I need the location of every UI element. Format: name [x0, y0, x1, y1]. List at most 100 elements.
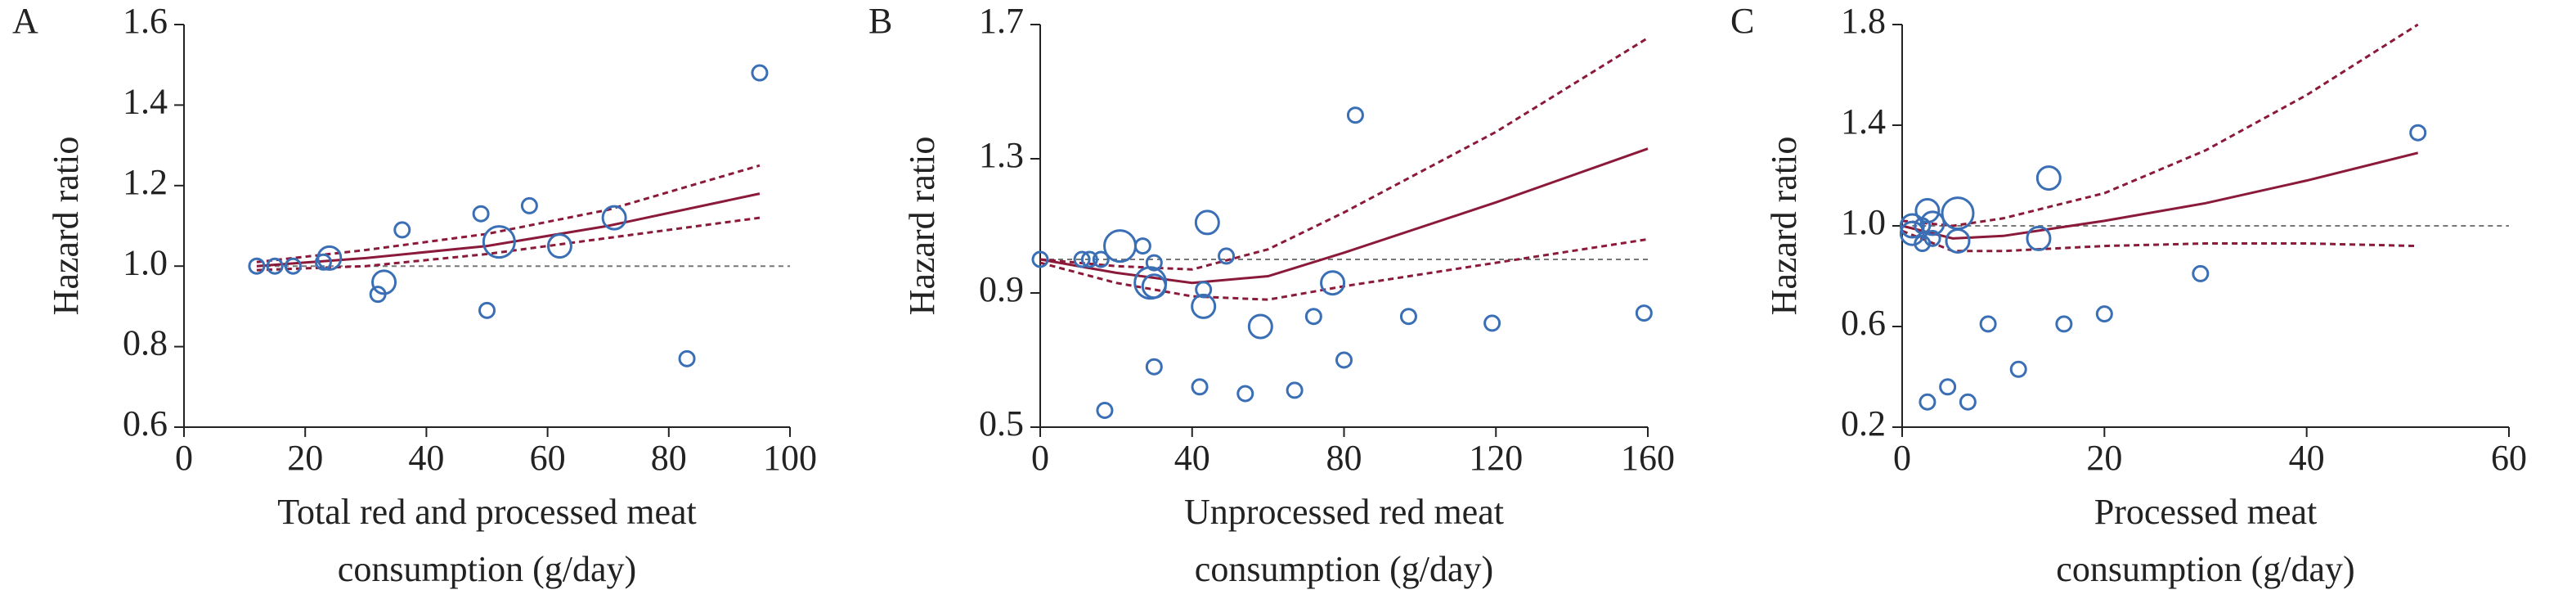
y-tick-label: 1.3 — [979, 135, 1024, 175]
x-axis-label: consumption (g/day) — [338, 549, 636, 589]
study-point — [472, 205, 490, 223]
x-tick-label: 40 — [408, 438, 444, 478]
study-point — [1939, 378, 1957, 396]
study-point — [1031, 250, 1049, 268]
y-tick-label: 1.0 — [123, 242, 168, 282]
study-point — [316, 245, 343, 271]
study-point — [2055, 315, 2073, 333]
study-point — [678, 349, 696, 367]
study-point — [1195, 281, 1213, 299]
study-point — [1145, 358, 1163, 376]
y-tick-label: 1.4 — [123, 81, 168, 121]
x-tick-label: 100 — [763, 438, 817, 478]
x-axis-label: Unprocessed red meat — [1184, 492, 1504, 532]
study-point — [1945, 227, 1971, 254]
x-tick-label: 40 — [1174, 438, 1210, 478]
study-point — [2035, 165, 2062, 191]
study-point — [371, 269, 397, 295]
spline-lower — [1901, 229, 2418, 253]
study-point — [546, 233, 572, 259]
x-tick-label: 20 — [2086, 438, 2122, 478]
x-tick-label: 40 — [2289, 438, 2325, 478]
study-point — [478, 301, 496, 319]
study-point — [1145, 254, 1163, 272]
x-tick-label: 0 — [1031, 438, 1049, 478]
study-point — [1635, 304, 1653, 322]
study-point — [1335, 351, 1353, 369]
study-point — [2009, 360, 2027, 378]
y-tick-label: 1.4 — [1841, 101, 1886, 142]
y-tick-label: 0.6 — [123, 403, 168, 444]
study-point — [1236, 385, 1254, 403]
study-point — [1346, 106, 1364, 124]
study-point — [248, 257, 266, 275]
x-tick-label: 0 — [1893, 438, 1911, 478]
study-point — [482, 225, 516, 259]
panel: C Hazard ratio Processed meat consumption (… — [1730, 1, 2527, 589]
study-point — [2095, 305, 2113, 323]
study-point — [1320, 270, 1346, 296]
x-tick-label: 60 — [2491, 438, 2527, 478]
x-tick-label: 120 — [1469, 438, 1523, 478]
spline-lower — [1039, 237, 1649, 301]
study-point — [1247, 313, 1273, 340]
study-point — [1399, 308, 1417, 326]
x-axis-label: consumption (g/day) — [1195, 549, 1493, 589]
y-axis-label: Hazard ratio — [46, 137, 86, 316]
study-point — [1304, 308, 1322, 326]
x-tick-label: 20 — [287, 438, 323, 478]
y-tick-label: 1.8 — [1841, 1, 1886, 41]
study-point — [1191, 293, 1217, 319]
panel: A Hazard ratio Total red and processed mea… — [12, 1, 817, 589]
study-point — [2192, 264, 2210, 282]
study-point — [1103, 229, 1138, 263]
study-point — [1191, 378, 1209, 396]
study-point — [2026, 225, 2052, 251]
study-point — [1899, 213, 1925, 239]
y-tick-label: 0.6 — [1841, 303, 1886, 343]
y-tick-label: 0.8 — [123, 323, 168, 363]
x-tick-label: 80 — [651, 438, 687, 478]
study-point — [1959, 393, 1977, 411]
study-point — [266, 257, 284, 275]
study-point — [1286, 381, 1304, 399]
y-tick-label: 1.2 — [123, 162, 168, 202]
panel-label: A — [12, 1, 38, 41]
spline-fit — [1039, 147, 1649, 285]
study-point — [1941, 196, 1975, 231]
study-point — [284, 257, 302, 275]
spline-lower — [256, 216, 761, 272]
study-point — [1141, 273, 1167, 300]
study-point — [1218, 247, 1236, 265]
y-tick-label: 0.9 — [979, 269, 1024, 309]
y-tick-label: 0.5 — [979, 403, 1024, 444]
y-axis-label: Hazard ratio — [1764, 137, 1804, 316]
study-point — [1483, 314, 1501, 332]
x-tick-label: 160 — [1621, 438, 1675, 478]
study-point — [1194, 209, 1220, 236]
y-tick-label: 0.2 — [1841, 403, 1886, 444]
spline-upper — [1039, 37, 1649, 271]
study-point — [1919, 210, 1945, 236]
study-point — [1080, 250, 1098, 268]
study-point — [520, 196, 538, 214]
study-point — [1092, 250, 1110, 268]
panel-label: C — [1730, 1, 1754, 41]
study-point — [1914, 198, 1941, 224]
x-tick-label: 0 — [175, 438, 193, 478]
spline-upper — [1901, 23, 2419, 227]
study-point — [1096, 402, 1114, 419]
panel-label: B — [868, 1, 892, 41]
x-tick-label: 80 — [1326, 438, 1362, 478]
study-point — [601, 205, 627, 231]
spline-upper — [256, 164, 761, 263]
study-point — [1923, 229, 1941, 247]
study-point — [1073, 250, 1091, 268]
y-tick-label: 1.7 — [979, 1, 1024, 41]
x-axis-label: Total red and processed meat — [277, 492, 697, 532]
x-axis-label: Processed meat — [2094, 492, 2317, 532]
x-axis-label: consumption (g/day) — [2056, 549, 2354, 589]
y-axis-label: Hazard ratio — [902, 137, 942, 316]
study-point — [1979, 315, 1997, 333]
